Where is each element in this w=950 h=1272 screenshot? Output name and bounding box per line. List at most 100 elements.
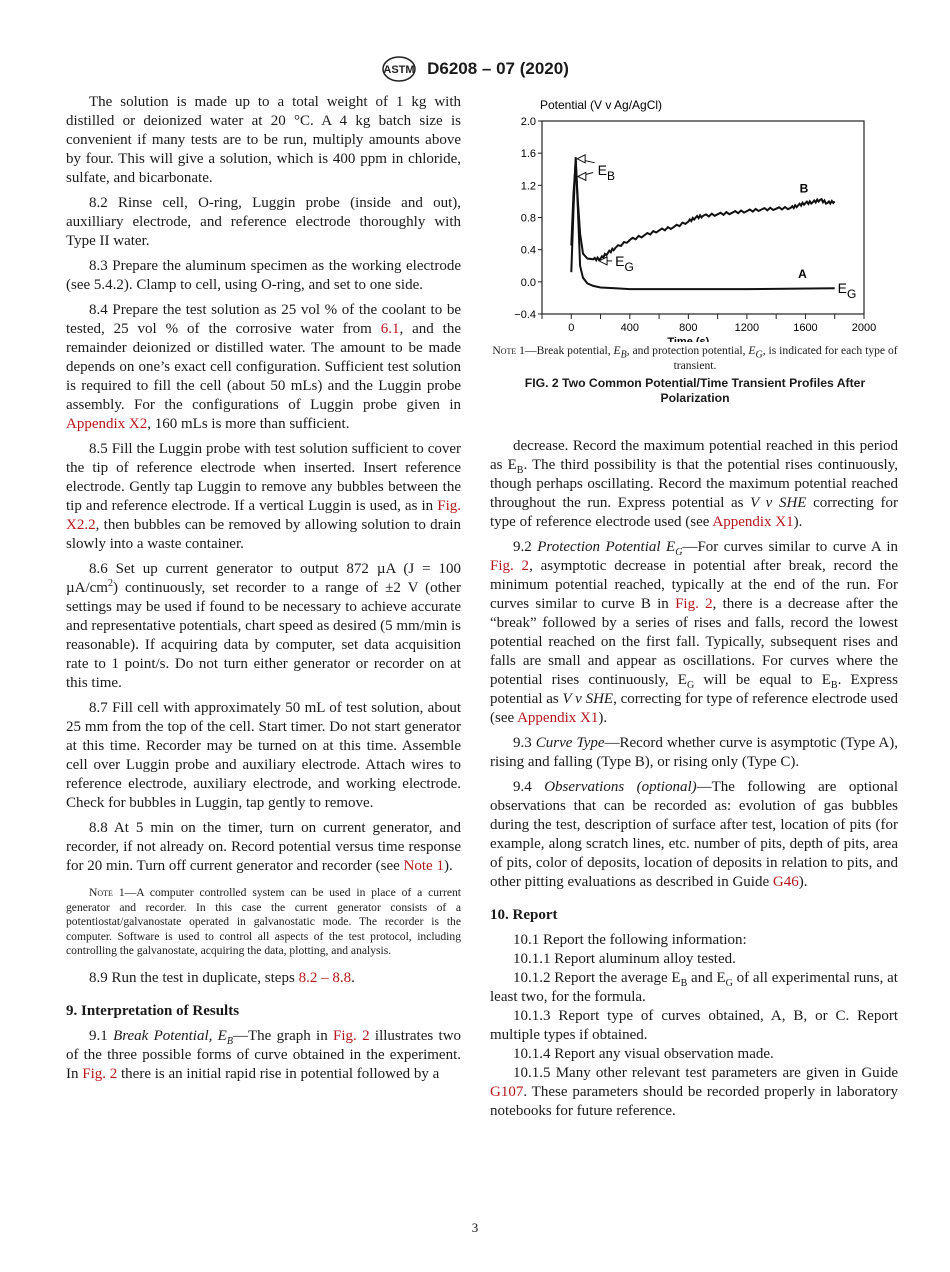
paragraph: 10.1.5 Many other relevant test paramete… xyxy=(490,1064,898,1121)
paragraph: 8.8 At 5 min on the timer, turn on curre… xyxy=(66,819,461,876)
y-axis-label: Potential (V v Ag/AgCl) xyxy=(540,98,662,112)
text-run: . These parameters should be recorded pr… xyxy=(490,1084,898,1119)
paragraph: 10.1.4 Report any visual observation mad… xyxy=(490,1045,898,1064)
paragraph: The solution is made up to a total weigh… xyxy=(66,93,461,188)
cross-reference-link[interactable]: Fig. 2 xyxy=(333,1027,370,1044)
text-run: 10.1.4 Report any visual observation mad… xyxy=(513,1046,774,1062)
cross-reference-link[interactable]: Appendix X2 xyxy=(66,416,148,432)
paragraph: 8.2 Rinse cell, O-ring, Luggin probe (in… xyxy=(66,194,461,251)
symbol: EG xyxy=(748,344,763,361)
y-tick-label: 0.4 xyxy=(521,245,536,257)
text-run: ). xyxy=(798,874,808,890)
text-run: 8.8 At 5 min on the timer, turn on curre… xyxy=(66,820,461,874)
text-run: B xyxy=(226,1035,233,1047)
text-run: will be equal to E xyxy=(694,672,831,688)
cross-reference-link[interactable]: Appendix X1 xyxy=(517,710,599,726)
text-run: 9.1 xyxy=(89,1027,114,1044)
text-run: ). xyxy=(443,858,453,874)
eb-arrow-lower-head xyxy=(576,171,587,182)
text-run: —The graph in xyxy=(232,1027,334,1044)
text-run: 10. Report xyxy=(490,907,558,923)
text-run: 10.1.2 Report the average E xyxy=(513,970,681,986)
text-run: 8.7 Fill cell with approximately 50 mL o… xyxy=(66,700,461,811)
eg-arrow-head xyxy=(597,256,608,266)
text-run: , asymptotic decrease in potential after… xyxy=(490,558,898,612)
cross-reference-link[interactable]: Fig. 2 xyxy=(82,1065,118,1082)
text-run: The solution is made up to a total weigh… xyxy=(66,94,461,186)
text-run: ) continuously, set recorder to a range … xyxy=(66,580,461,691)
text-run: 8.2 Rinse cell, O-ring, Luggin probe (in… xyxy=(66,195,461,249)
text-run: 2 xyxy=(107,578,113,589)
x-tick-label: 0 xyxy=(568,322,574,334)
text-run: 8.9 Run the test in duplicate, steps xyxy=(89,969,299,986)
text-run: 1—A computer controlled system can be us… xyxy=(66,886,461,957)
text-run: . Express potential as xyxy=(490,672,898,707)
text-run: 10.1 Report the following information: xyxy=(513,932,747,948)
text-run: decrease. Record the maximum potential r… xyxy=(490,438,898,473)
paragraph: 9.3 Curve Type—Record whether curve is a… xyxy=(490,734,898,772)
section-heading: 9. Interpretation of Results xyxy=(66,1002,461,1021)
cross-reference-link[interactable]: Fig. X2.2 xyxy=(66,498,461,533)
cross-reference-link[interactable]: 8.2 – 8.8 xyxy=(298,969,352,986)
paragraph: 10.1.1 Report aluminum alloy tested. xyxy=(490,950,898,969)
text-run: Note xyxy=(89,886,113,899)
text-run: —The following are optional observations… xyxy=(490,779,899,890)
y-tick-label: 1.2 xyxy=(521,180,536,192)
text-run: ). xyxy=(793,514,803,530)
x-axis-label: Time (s) xyxy=(667,336,709,342)
potential-time-chart: Potential (V v Ag/AgCl) 2.0 1.6 1.2 0.8 0.4 0.… xyxy=(514,98,876,342)
text-run: Break Potential, E xyxy=(113,1027,227,1044)
x-tick-label: 2000 xyxy=(852,322,876,334)
text-run: , then bubbles can be removed by allowin… xyxy=(66,517,461,552)
text-run: there is an initial rapid rise in potent… xyxy=(117,1065,440,1082)
paragraph: 8.5 Fill the Luggin probe with test solu… xyxy=(66,440,461,554)
text-run: 8.3 Prepare the aluminum specimen as the… xyxy=(66,258,461,293)
paragraph: 10.1.3 Report type of curves obtained, A… xyxy=(490,1007,898,1045)
cross-reference-link[interactable]: G46 xyxy=(772,874,799,890)
x-tick-label: 1600 xyxy=(793,322,817,334)
left-column: The solution is made up to a total weigh… xyxy=(66,93,461,1090)
paragraph: 10.1.2 Report the average EB and EG of a… xyxy=(490,969,898,1007)
text-run: 8.4 Prepare the test solution as 25 vol … xyxy=(66,302,461,337)
series-label-a: A xyxy=(798,267,807,281)
text-run: . xyxy=(351,969,355,986)
text-run: —For curves similar to curve A in xyxy=(682,539,899,555)
text-run: , correcting for type of reference elect… xyxy=(490,691,899,726)
text-run: G xyxy=(675,547,683,558)
text-run: 9.3 xyxy=(513,735,536,751)
text-run: Curve Type xyxy=(535,735,605,751)
x-tick-label: 1200 xyxy=(735,322,759,334)
cross-reference-link[interactable]: 6.1 xyxy=(380,321,400,337)
note-label: Note xyxy=(492,344,517,357)
figure-note: Note 1—Break potential, EB, and protecti… xyxy=(490,344,900,373)
y-tick-label: −0.4 xyxy=(514,309,536,321)
text-run: G xyxy=(725,978,733,989)
cross-reference-link[interactable]: Fig. 2 xyxy=(675,596,713,612)
figure-2: Potential (V v Ag/AgCl) 2.0 1.6 1.2 0.8 0.4 0.… xyxy=(490,92,900,406)
symbol: EB xyxy=(613,344,627,361)
text-run: B xyxy=(680,978,688,989)
text-run: 10.1.3 Report type of curves obtained, A… xyxy=(490,1008,898,1043)
text-run: , 160 mLs is more than sufficient. xyxy=(147,416,350,432)
paragraph: 8.9 Run the test in duplicate, steps 8.2… xyxy=(66,969,461,988)
text-run: G xyxy=(686,680,695,691)
paragraph: 9.1 Break Potential, EB—The graph in Fig… xyxy=(66,1027,461,1084)
text-run: illustrates two of the three possible fo… xyxy=(66,1027,462,1082)
cross-reference-link[interactable]: Fig. 2 xyxy=(490,558,530,574)
eg-label-a: EG xyxy=(838,280,857,301)
cross-reference-link[interactable]: G107 xyxy=(490,1084,524,1100)
cross-reference-link[interactable]: Note 1 xyxy=(403,858,444,874)
paragraph: 10.1 Report the following information: xyxy=(490,931,898,950)
series-b-line xyxy=(570,161,836,263)
x-tick-label: 400 xyxy=(621,322,639,334)
series-label-b: B xyxy=(800,182,809,196)
document-id: D6208 – 07 (2020) xyxy=(427,59,569,78)
cross-reference-link[interactable]: Appendix X1 xyxy=(712,514,794,530)
text-run: ). xyxy=(598,710,608,726)
svg-text:ASTM: ASTM xyxy=(384,64,415,76)
paragraph: 9.2 Protection Potential EG—For curves s… xyxy=(490,538,898,728)
text-run: —Record whether curve is asymptotic (Typ… xyxy=(490,735,898,770)
text-run: 8.6 Set up current generator to output 8… xyxy=(66,561,461,596)
x-tick-label: 800 xyxy=(679,322,697,334)
page-number: 3 xyxy=(471,1220,479,1235)
